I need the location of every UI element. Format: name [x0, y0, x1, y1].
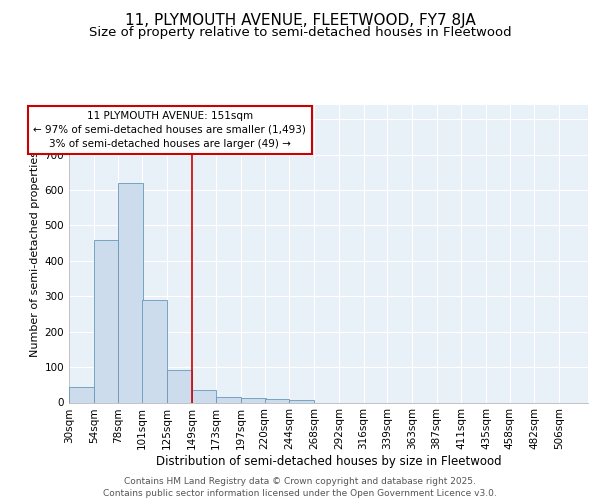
Bar — [241, 398, 266, 402]
Bar — [167, 370, 191, 402]
Bar — [69, 386, 94, 402]
Bar — [289, 400, 314, 402]
Bar — [216, 397, 241, 402]
Text: 11 PLYMOUTH AVENUE: 151sqm
← 97% of semi-detached houses are smaller (1,493)
3% : 11 PLYMOUTH AVENUE: 151sqm ← 97% of semi… — [34, 111, 307, 149]
Bar — [265, 400, 289, 402]
Y-axis label: Number of semi-detached properties: Number of semi-detached properties — [31, 151, 40, 357]
Text: Size of property relative to semi-detached houses in Fleetwood: Size of property relative to semi-detach… — [89, 26, 511, 39]
X-axis label: Distribution of semi-detached houses by size in Fleetwood: Distribution of semi-detached houses by … — [155, 455, 502, 468]
Bar — [142, 300, 167, 402]
Bar — [191, 390, 216, 402]
Bar — [118, 183, 143, 402]
Bar — [94, 240, 118, 402]
Text: Contains HM Land Registry data © Crown copyright and database right 2025.
Contai: Contains HM Land Registry data © Crown c… — [103, 476, 497, 498]
Text: 11, PLYMOUTH AVENUE, FLEETWOOD, FY7 8JA: 11, PLYMOUTH AVENUE, FLEETWOOD, FY7 8JA — [125, 12, 475, 28]
